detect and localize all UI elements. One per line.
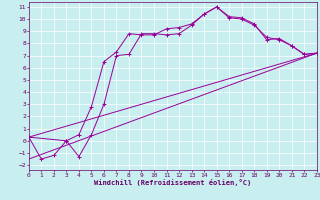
X-axis label: Windchill (Refroidissement éolien,°C): Windchill (Refroidissement éolien,°C) [94,179,252,186]
